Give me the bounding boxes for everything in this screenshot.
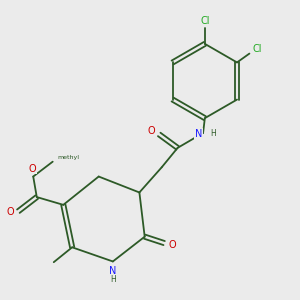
Text: N: N: [195, 129, 202, 139]
Text: O: O: [148, 126, 155, 136]
Text: methyl: methyl: [58, 155, 80, 160]
Text: O: O: [168, 240, 176, 250]
Text: Cl: Cl: [253, 44, 262, 54]
Text: O: O: [7, 207, 14, 217]
Text: Cl: Cl: [200, 16, 210, 26]
Text: H: H: [210, 128, 216, 137]
Text: H: H: [110, 275, 116, 284]
Text: O: O: [29, 164, 36, 174]
Text: N: N: [109, 266, 116, 276]
